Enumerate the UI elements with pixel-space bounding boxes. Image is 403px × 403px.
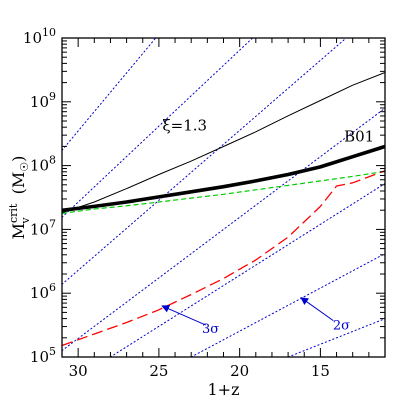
y-tick-label: 109 xyxy=(30,90,56,111)
series-line-b01 xyxy=(62,144,385,213)
y-axis-title: Mcritv (M☉) xyxy=(7,156,32,240)
sigma-line-3 xyxy=(62,38,347,285)
x-tick-label: 20 xyxy=(230,362,249,380)
annotation-2: B01 xyxy=(344,127,374,145)
x-tick-label: 15 xyxy=(311,362,330,380)
y-tick-label: 1010 xyxy=(23,26,56,47)
sigma-line-7 xyxy=(287,318,385,357)
arrow-1 xyxy=(161,305,206,326)
series-line-red-dashed xyxy=(62,170,385,347)
annotation-1: ξ=1.3 xyxy=(162,117,207,135)
tick-labels: 30 25 20 15 105 106 107 108 109 1010 xyxy=(23,26,330,380)
sigma-line-1 xyxy=(62,38,157,151)
series-line-green-dashed xyxy=(62,170,385,214)
y-tick-label: 106 xyxy=(30,281,56,302)
sigma-line-4 xyxy=(62,107,385,352)
arrows xyxy=(161,297,334,326)
y-axis-title-text: Mcritv (M☉) xyxy=(7,156,32,240)
x-tick-label: 25 xyxy=(149,362,168,380)
sigma-lines xyxy=(62,38,385,357)
arrow-2 xyxy=(300,297,334,322)
y-tick-label: 105 xyxy=(30,345,56,366)
annotations: ξ=1.3 B01 3σ 2σ xyxy=(162,117,374,337)
plot-frame xyxy=(61,37,386,358)
sigma-line-6 xyxy=(190,253,385,357)
annotation-3: 3σ xyxy=(202,322,219,337)
x-tick-label: 30 xyxy=(69,362,88,380)
y-tick-label: 107 xyxy=(30,217,56,238)
annotation-4: 2σ xyxy=(333,319,350,334)
x-axis-title: 1+z xyxy=(207,380,239,399)
sigma-line-2 xyxy=(62,38,254,218)
axis-ticks xyxy=(61,37,386,358)
series-line-13 xyxy=(62,72,385,214)
series-lines xyxy=(62,72,385,347)
y-tick-label: 108 xyxy=(30,154,56,175)
